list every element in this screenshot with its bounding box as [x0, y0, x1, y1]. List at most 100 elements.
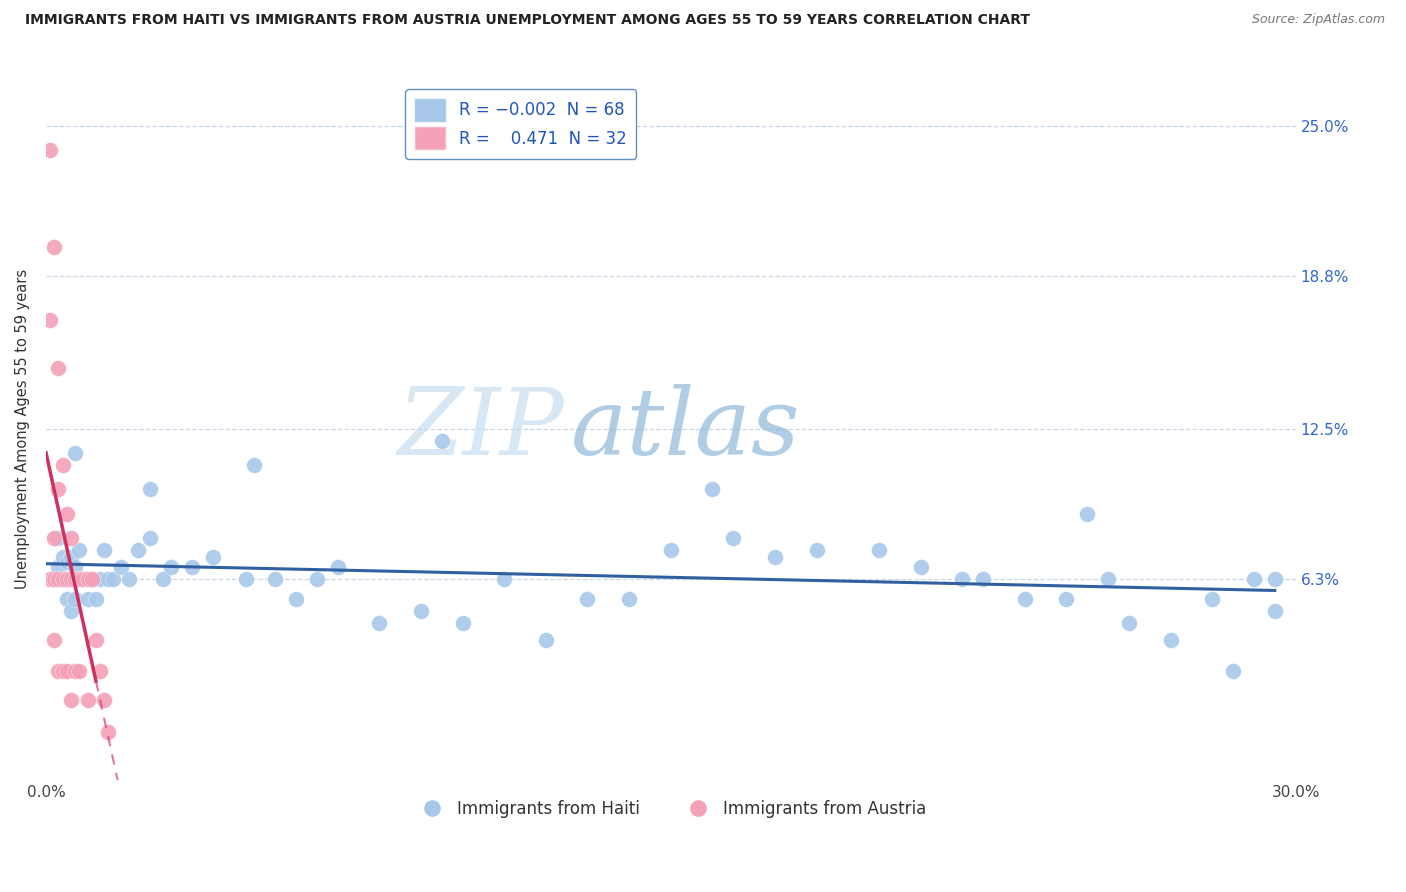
- Point: [534, 632, 557, 647]
- Point: [1056, 591, 1078, 606]
- Point: [72, 572, 94, 586]
- Point: [39, 313, 62, 327]
- Point: [1160, 632, 1182, 647]
- Point: [101, 572, 124, 586]
- Point: [67, 543, 90, 558]
- Point: [868, 543, 890, 558]
- Point: [93, 543, 115, 558]
- Y-axis label: Unemployment Among Ages 55 to 59 years: Unemployment Among Ages 55 to 59 years: [15, 268, 30, 589]
- Point: [576, 591, 599, 606]
- Point: [76, 572, 98, 586]
- Point: [97, 572, 120, 586]
- Point: [84, 591, 107, 606]
- Point: [44, 572, 66, 586]
- Point: [76, 693, 98, 707]
- Point: [806, 543, 828, 558]
- Point: [44, 240, 66, 254]
- Point: [1201, 591, 1223, 606]
- Point: [48, 572, 70, 586]
- Point: [52, 458, 75, 473]
- Point: [659, 543, 682, 558]
- Point: [56, 572, 79, 586]
- Point: [52, 665, 75, 679]
- Point: [1014, 591, 1036, 606]
- Point: [950, 572, 973, 586]
- Point: [39, 143, 62, 157]
- Point: [763, 550, 786, 565]
- Point: [160, 560, 183, 574]
- Point: [1076, 507, 1098, 521]
- Point: [39, 572, 62, 586]
- Point: [110, 560, 132, 574]
- Point: [56, 591, 79, 606]
- Point: [44, 531, 66, 545]
- Point: [56, 555, 79, 569]
- Point: [201, 550, 224, 565]
- Text: Source: ZipAtlas.com: Source: ZipAtlas.com: [1251, 13, 1385, 27]
- Point: [89, 665, 111, 679]
- Point: [48, 560, 70, 574]
- Point: [67, 572, 90, 586]
- Point: [63, 665, 86, 679]
- Point: [76, 572, 98, 586]
- Point: [52, 550, 75, 565]
- Text: ZIP: ZIP: [398, 384, 565, 474]
- Point: [89, 572, 111, 586]
- Point: [910, 560, 932, 574]
- Point: [48, 361, 70, 376]
- Text: atlas: atlas: [571, 384, 800, 474]
- Point: [264, 572, 287, 586]
- Point: [1118, 615, 1140, 630]
- Point: [1264, 572, 1286, 586]
- Point: [76, 591, 98, 606]
- Point: [1222, 665, 1244, 679]
- Point: [97, 724, 120, 739]
- Point: [44, 572, 66, 586]
- Point: [52, 572, 75, 586]
- Point: [59, 550, 82, 565]
- Point: [44, 632, 66, 647]
- Point: [67, 572, 90, 586]
- Point: [139, 483, 162, 497]
- Point: [80, 572, 103, 586]
- Point: [235, 572, 257, 586]
- Point: [972, 572, 994, 586]
- Point: [93, 693, 115, 707]
- Point: [84, 632, 107, 647]
- Point: [56, 665, 79, 679]
- Point: [48, 665, 70, 679]
- Point: [305, 572, 328, 586]
- Point: [723, 531, 745, 545]
- Point: [451, 615, 474, 630]
- Point: [1243, 572, 1265, 586]
- Text: IMMIGRANTS FROM HAITI VS IMMIGRANTS FROM AUSTRIA UNEMPLOYMENT AMONG AGES 55 TO 5: IMMIGRANTS FROM HAITI VS IMMIGRANTS FROM…: [25, 13, 1031, 28]
- Point: [409, 604, 432, 618]
- Point: [63, 446, 86, 460]
- Point: [59, 572, 82, 586]
- Point: [59, 531, 82, 545]
- Point: [430, 434, 453, 448]
- Point: [52, 572, 75, 586]
- Point: [118, 572, 141, 586]
- Point: [80, 572, 103, 586]
- Point: [63, 572, 86, 586]
- Point: [152, 572, 174, 586]
- Point: [1097, 572, 1119, 586]
- Point: [617, 591, 640, 606]
- Point: [59, 572, 82, 586]
- Point: [56, 572, 79, 586]
- Point: [48, 531, 70, 545]
- Point: [67, 665, 90, 679]
- Point: [284, 591, 307, 606]
- Point: [63, 560, 86, 574]
- Point: [59, 604, 82, 618]
- Point: [243, 458, 266, 473]
- Point: [63, 591, 86, 606]
- Point: [326, 560, 349, 574]
- Point: [48, 483, 70, 497]
- Legend: Immigrants from Haiti, Immigrants from Austria: Immigrants from Haiti, Immigrants from A…: [409, 793, 934, 825]
- Point: [59, 693, 82, 707]
- Point: [702, 483, 724, 497]
- Point: [139, 531, 162, 545]
- Point: [180, 560, 202, 574]
